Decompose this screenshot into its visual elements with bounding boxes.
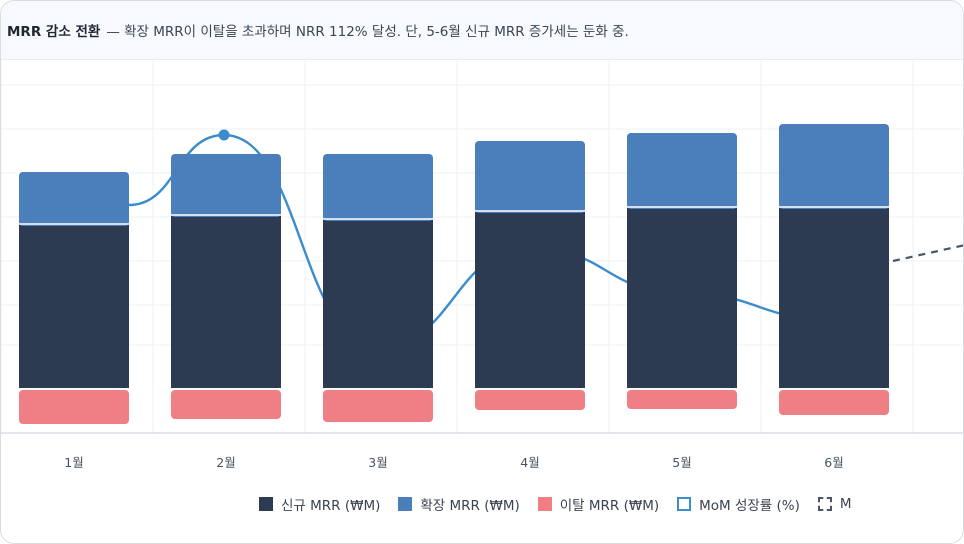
x-tick-label-3: 3월 <box>368 455 387 470</box>
legend-label-growth: MoM 성장률 (%) <box>699 498 800 514</box>
bar-new-4 <box>475 211 585 388</box>
legend-label-new: 신규 MRR (₩M) <box>281 498 381 514</box>
bar-churn-3 <box>323 390 433 422</box>
legend-swatch-new <box>259 497 273 511</box>
legend-swatch-dashed <box>817 497 832 511</box>
bar-expansion-3 <box>323 154 433 221</box>
bar-series <box>19 124 889 424</box>
bar-churn-5 <box>627 390 737 409</box>
legend-swatch-growth <box>677 497 692 511</box>
insight-banner: MRR 감소 전환 — 확장 MRR이 이탈을 초과하며 NRR 112% 달성… <box>1 1 963 60</box>
legend-item-expansion[interactable]: 확장 MRR (₩M) <box>398 494 520 514</box>
legend-item-growth[interactable]: MoM 성장률 (%) <box>677 494 800 514</box>
banner-title: MRR 감소 전환 <box>7 24 101 40</box>
legend-swatch-churn <box>537 497 552 511</box>
x-tick-label-6: 6월 <box>824 455 843 470</box>
x-tick-label-4: 4월 <box>520 455 539 470</box>
legend-label-expansion: 확장 MRR (₩M) <box>420 498 520 514</box>
growth-point-2 <box>218 129 230 141</box>
x-tick-label-5: 5월 <box>672 455 691 470</box>
bar-churn-6 <box>779 390 889 415</box>
x-tick-label-1: 1월 <box>64 455 83 470</box>
legend-swatch-expansion <box>398 497 413 511</box>
legend-item-churn[interactable]: 이탈 MRR (₩M) <box>537 494 660 514</box>
legend-item-truncated[interactable]: M <box>817 496 852 512</box>
bar-expansion-1 <box>19 172 129 226</box>
legend-item-new[interactable]: 신규 MRR (₩M) <box>259 494 380 514</box>
bar-churn-2 <box>171 390 281 419</box>
x-axis-ticks: 1월 2월 3월 4월 5월 6월 <box>64 455 843 470</box>
legend-label-churn: 이탈 MRR (₩M) <box>559 498 660 514</box>
bar-new-3 <box>323 219 433 388</box>
bar-new-1 <box>19 224 129 388</box>
bar-new-6 <box>779 207 889 388</box>
banner-text: — 확장 MRR이 이탈을 초과하며 NRR 112% 달성. 단, 5-6월 … <box>106 24 629 40</box>
bar-expansion-5 <box>627 133 737 209</box>
bar-expansion-2 <box>171 154 281 217</box>
bar-churn-1 <box>19 390 129 424</box>
bar-expansion-6 <box>779 124 889 209</box>
bar-churn-4 <box>475 390 585 410</box>
bar-new-2 <box>171 215 281 388</box>
x-tick-label-2: 2월 <box>216 455 235 470</box>
legend-label-truncated: M <box>839 496 852 512</box>
dashed-trend-line <box>892 244 963 263</box>
bar-new-5 <box>627 207 737 388</box>
bar-expansion-4 <box>475 141 585 213</box>
legend: 신규 MRR (₩M) 확장 MRR (₩M) 이탈 MRR (₩M) MoM … <box>259 493 870 515</box>
